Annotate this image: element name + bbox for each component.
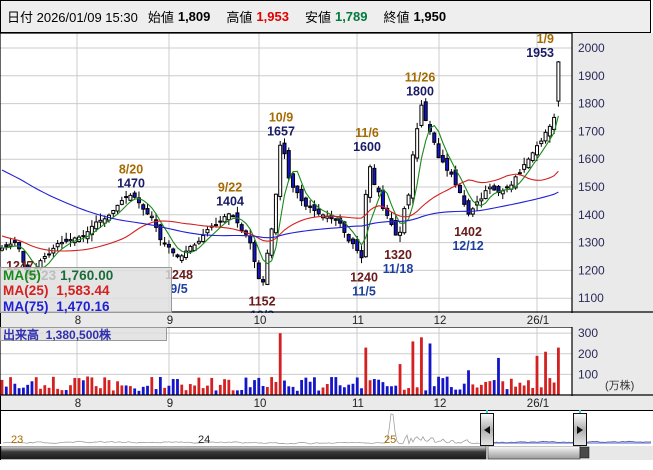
svg-text:1800: 1800 xyxy=(578,97,605,111)
svg-text:8: 8 xyxy=(75,398,81,410)
svg-text:26/1: 26/1 xyxy=(527,315,549,327)
svg-text:1400: 1400 xyxy=(578,208,605,222)
svg-text:1240: 1240 xyxy=(350,270,378,284)
svg-text:1600: 1600 xyxy=(353,140,381,154)
svg-text:9/22: 9/22 xyxy=(218,181,242,195)
svg-text:24: 24 xyxy=(198,434,210,445)
svg-text:11: 11 xyxy=(352,315,364,327)
svg-text:1470: 1470 xyxy=(117,176,145,190)
svg-text:1953: 1953 xyxy=(526,46,554,60)
svg-text:10/9: 10/9 xyxy=(269,110,293,124)
svg-text:1100: 1100 xyxy=(578,291,604,305)
svg-text:11/6: 11/6 xyxy=(355,126,379,140)
svg-text:1657: 1657 xyxy=(267,124,295,138)
svg-text:26/1: 26/1 xyxy=(527,398,549,410)
svg-text:1152: 1152 xyxy=(248,295,275,309)
svg-text:25: 25 xyxy=(384,434,396,445)
svg-text:1200: 1200 xyxy=(578,263,605,277)
svg-text:8/20: 8/20 xyxy=(119,162,143,176)
svg-text:1500: 1500 xyxy=(578,180,605,194)
svg-text:12: 12 xyxy=(434,398,447,410)
svg-text:100: 100 xyxy=(578,367,598,381)
svg-text:1700: 1700 xyxy=(578,124,605,138)
svg-text:1404: 1404 xyxy=(216,195,244,209)
svg-text:9: 9 xyxy=(167,398,173,410)
svg-text:12/12: 12/12 xyxy=(452,239,483,253)
svg-text:10: 10 xyxy=(254,315,267,327)
svg-text:(万株): (万株) xyxy=(605,378,634,392)
svg-text:1402: 1402 xyxy=(454,225,482,239)
svg-text:1600: 1600 xyxy=(578,152,605,166)
svg-text:9/5: 9/5 xyxy=(170,282,187,296)
svg-text:11/5: 11/5 xyxy=(352,284,376,298)
svg-text:11/18: 11/18 xyxy=(383,262,414,276)
svg-text:23: 23 xyxy=(11,434,23,445)
svg-text:10: 10 xyxy=(254,398,267,410)
svg-text:1300: 1300 xyxy=(578,236,605,250)
svg-text:300: 300 xyxy=(578,327,598,340)
svg-text:1320: 1320 xyxy=(384,248,412,262)
svg-text:1800: 1800 xyxy=(406,85,434,99)
svg-text:8: 8 xyxy=(75,315,81,327)
svg-text:11/26: 11/26 xyxy=(405,71,436,85)
svg-text:200: 200 xyxy=(578,347,598,361)
svg-text:11: 11 xyxy=(352,398,364,410)
svg-text:2000: 2000 xyxy=(578,41,605,55)
svg-text:9: 9 xyxy=(167,315,173,327)
svg-text:1900: 1900 xyxy=(578,69,605,83)
svg-text:12: 12 xyxy=(434,315,447,327)
svg-text:1/9: 1/9 xyxy=(537,33,554,46)
